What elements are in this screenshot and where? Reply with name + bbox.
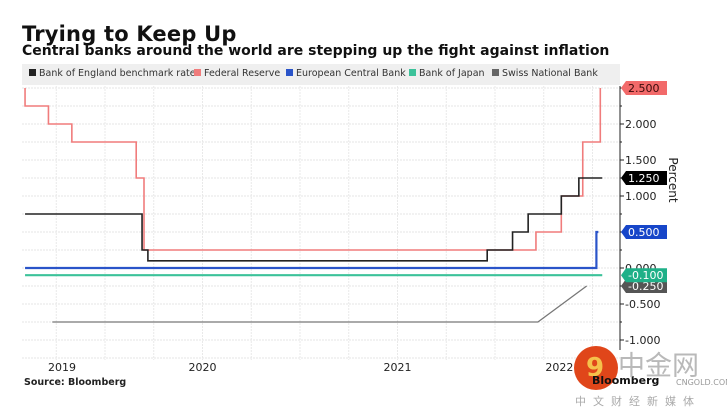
source-note: Source: Bloomberg [24,377,127,388]
grid [22,86,620,360]
legend-swatch [286,69,293,76]
last-value-label: -0.250 [628,280,663,293]
x-tick-label: 2021 [384,361,412,374]
x-tick-label: 2020 [189,361,217,374]
legend-swatch [409,69,416,76]
last-value-badges: 2.500 1.250 0.500 -0.250-0.100 [621,81,667,293]
last-value-label: 2.500 [628,82,660,95]
x-tick-label: 2022 [545,361,573,374]
last-value-badge [621,171,667,185]
legend-label: European Central Bank [296,68,406,79]
legend-swatch [194,69,201,76]
y-tick-label: 2.000 [625,118,657,131]
series-layer [24,88,603,323]
watermark-tagline: 中文财经新媒体 [575,395,701,408]
x-axis: 2019 2020 2021 2022 [48,361,573,374]
series-line-swiss-national-bank [52,285,588,323]
last-value-badge [621,81,667,95]
legend-item-ecb[interactable]: European Central Bank [286,68,406,79]
watermark-name: 中金网 [618,351,699,382]
watermark-domain: CNGOLD.COM.CN [676,378,727,387]
last-value-badge [621,268,667,283]
legend-label: Bank of Japan [419,68,485,79]
series-line-federal-reserve [24,88,602,251]
last-value-label: 1.250 [628,172,660,185]
legend-item-boj[interactable]: Bank of Japan [409,68,485,79]
watermark-logo-icon: 9 [574,346,618,390]
series-line-bank-of-england-benchmark-rate [25,177,603,262]
legend-swatch [492,69,499,76]
legend-swatch [29,69,36,76]
legend-item-snb[interactable]: Swiss National Bank [492,68,598,79]
y-tick-label: 1.500 [625,154,657,167]
legend-label: Swiss National Bank [502,68,598,79]
y-tick-label: -0.500 [625,298,660,311]
last-value-label: 0.500 [628,226,660,239]
last-value-badge [621,225,667,239]
legend-label: Federal Reserve [204,68,281,79]
chart-subtitle: Central banks around the world are stepp… [22,43,610,59]
last-value-label: -0.100 [628,269,663,282]
legend: Bank of England benchmark rate Federal R… [22,64,620,85]
legend-label: Bank of England benchmark rate [39,68,196,79]
y-tick-label: 1.000 [625,190,657,203]
chart-title: Trying to Keep Up [22,22,237,46]
last-value-badge [621,279,667,293]
legend-item-fed[interactable]: Federal Reserve [194,68,280,79]
legend-item-boe[interactable]: Bank of England benchmark rate [29,68,196,79]
bloomberg-logo: Bloomberg [592,374,660,387]
y-axis-label: Percent [666,157,680,202]
x-tick-label: 2019 [48,361,76,374]
series-line-european-central-bank [25,230,599,270]
y-tick-label: -1.000 [625,334,660,347]
